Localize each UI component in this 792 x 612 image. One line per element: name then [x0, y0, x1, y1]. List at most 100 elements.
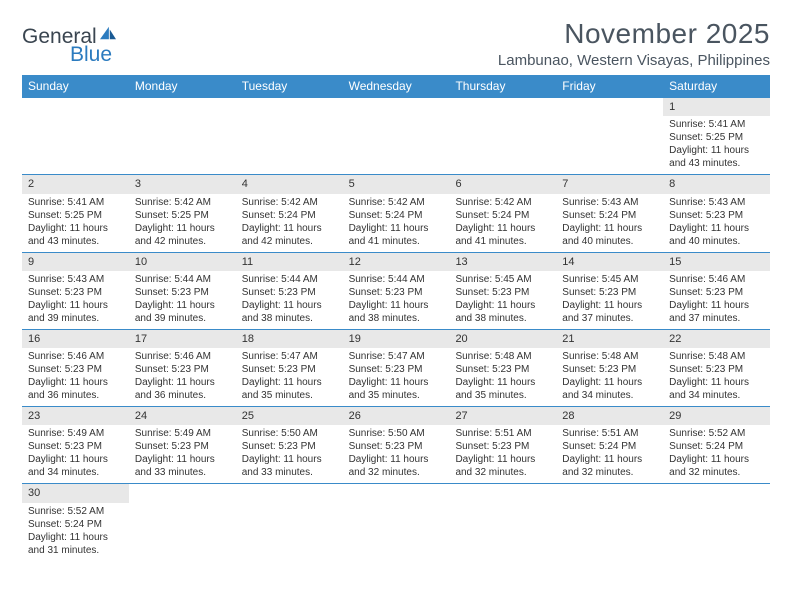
day-number: 21: [556, 330, 663, 348]
day-body: Sunrise: 5:42 AMSunset: 5:24 PMDaylight:…: [343, 194, 450, 252]
day-body: Sunrise: 5:50 AMSunset: 5:23 PMDaylight:…: [343, 425, 450, 483]
month-title: November 2025: [498, 18, 770, 50]
weekday-header: Monday: [129, 75, 236, 98]
day-cell: 26Sunrise: 5:50 AMSunset: 5:23 PMDayligh…: [343, 407, 450, 483]
day-body: Sunrise: 5:47 AMSunset: 5:23 PMDaylight:…: [236, 348, 343, 406]
sunset-line: Sunset: 5:24 PM: [455, 209, 550, 222]
daylight-line: Daylight: 11 hours and 36 minutes.: [135, 376, 230, 402]
day-number: 28: [556, 407, 663, 425]
week-row: 16Sunrise: 5:46 AMSunset: 5:23 PMDayligh…: [22, 330, 770, 407]
daylight-line: Daylight: 11 hours and 38 minutes.: [242, 299, 337, 325]
day-cell: 7Sunrise: 5:43 AMSunset: 5:24 PMDaylight…: [556, 175, 663, 251]
sunset-line: Sunset: 5:24 PM: [349, 209, 444, 222]
daylight-line: Daylight: 11 hours and 40 minutes.: [669, 222, 764, 248]
day-number: 29: [663, 407, 770, 425]
day-number: 20: [449, 330, 556, 348]
day-body: Sunrise: 5:43 AMSunset: 5:23 PMDaylight:…: [663, 194, 770, 252]
daylight-line: Daylight: 11 hours and 33 minutes.: [135, 453, 230, 479]
day-number: 19: [343, 330, 450, 348]
day-cell: 22Sunrise: 5:48 AMSunset: 5:23 PMDayligh…: [663, 330, 770, 406]
sunset-line: Sunset: 5:23 PM: [135, 440, 230, 453]
sunset-line: Sunset: 5:23 PM: [455, 286, 550, 299]
sunset-line: Sunset: 5:23 PM: [455, 440, 550, 453]
day-number: 30: [22, 484, 129, 502]
empty-cell: [449, 98, 556, 174]
day-number: 25: [236, 407, 343, 425]
day-cell: 29Sunrise: 5:52 AMSunset: 5:24 PMDayligh…: [663, 407, 770, 483]
sunrise-line: Sunrise: 5:42 AM: [242, 196, 337, 209]
day-cell: 30Sunrise: 5:52 AMSunset: 5:24 PMDayligh…: [22, 484, 129, 560]
day-cell: 3Sunrise: 5:42 AMSunset: 5:25 PMDaylight…: [129, 175, 236, 251]
sunset-line: Sunset: 5:24 PM: [669, 440, 764, 453]
day-number: 14: [556, 253, 663, 271]
day-body: Sunrise: 5:46 AMSunset: 5:23 PMDaylight:…: [22, 348, 129, 406]
sunset-line: Sunset: 5:23 PM: [455, 363, 550, 376]
day-number: 11: [236, 253, 343, 271]
day-number: 22: [663, 330, 770, 348]
day-body: Sunrise: 5:42 AMSunset: 5:24 PMDaylight:…: [236, 194, 343, 252]
day-cell: 10Sunrise: 5:44 AMSunset: 5:23 PMDayligh…: [129, 253, 236, 329]
day-cell: 12Sunrise: 5:44 AMSunset: 5:23 PMDayligh…: [343, 253, 450, 329]
sunrise-line: Sunrise: 5:45 AM: [455, 273, 550, 286]
empty-cell: [556, 484, 663, 560]
day-body: Sunrise: 5:42 AMSunset: 5:25 PMDaylight:…: [129, 194, 236, 252]
sunrise-line: Sunrise: 5:48 AM: [562, 350, 657, 363]
day-number: 10: [129, 253, 236, 271]
day-number: 3: [129, 175, 236, 193]
daylight-line: Daylight: 11 hours and 34 minutes.: [669, 376, 764, 402]
daylight-line: Daylight: 11 hours and 34 minutes.: [562, 376, 657, 402]
sunrise-line: Sunrise: 5:44 AM: [349, 273, 444, 286]
day-cell: 13Sunrise: 5:45 AMSunset: 5:23 PMDayligh…: [449, 253, 556, 329]
location-text: Lambunao, Western Visayas, Philippines: [498, 52, 770, 69]
day-number: 17: [129, 330, 236, 348]
day-body: Sunrise: 5:48 AMSunset: 5:23 PMDaylight:…: [556, 348, 663, 406]
daylight-line: Daylight: 11 hours and 32 minutes.: [349, 453, 444, 479]
day-body: Sunrise: 5:49 AMSunset: 5:23 PMDaylight:…: [22, 425, 129, 483]
brand-logo: GeneralBlue: [22, 18, 118, 67]
sunset-line: Sunset: 5:23 PM: [349, 440, 444, 453]
daylight-line: Daylight: 11 hours and 43 minutes.: [28, 222, 123, 248]
day-cell: 17Sunrise: 5:46 AMSunset: 5:23 PMDayligh…: [129, 330, 236, 406]
sunrise-line: Sunrise: 5:50 AM: [242, 427, 337, 440]
sunrise-line: Sunrise: 5:45 AM: [562, 273, 657, 286]
daylight-line: Daylight: 11 hours and 38 minutes.: [349, 299, 444, 325]
week-row: 9Sunrise: 5:43 AMSunset: 5:23 PMDaylight…: [22, 253, 770, 330]
empty-cell: [343, 484, 450, 560]
day-body: Sunrise: 5:44 AMSunset: 5:23 PMDaylight:…: [236, 271, 343, 329]
sunset-line: Sunset: 5:23 PM: [669, 286, 764, 299]
day-body: Sunrise: 5:52 AMSunset: 5:24 PMDaylight:…: [663, 425, 770, 483]
empty-cell: [129, 484, 236, 560]
sunrise-line: Sunrise: 5:47 AM: [242, 350, 337, 363]
day-number: 8: [663, 175, 770, 193]
day-number: 9: [22, 253, 129, 271]
calendar: SundayMondayTuesdayWednesdayThursdayFrid…: [22, 75, 770, 561]
weekday-header: Sunday: [22, 75, 129, 98]
day-cell: 5Sunrise: 5:42 AMSunset: 5:24 PMDaylight…: [343, 175, 450, 251]
sunset-line: Sunset: 5:23 PM: [242, 363, 337, 376]
weekday-header: Tuesday: [236, 75, 343, 98]
day-cell: 11Sunrise: 5:44 AMSunset: 5:23 PMDayligh…: [236, 253, 343, 329]
sunrise-line: Sunrise: 5:42 AM: [455, 196, 550, 209]
sunrise-line: Sunrise: 5:42 AM: [135, 196, 230, 209]
sunset-line: Sunset: 5:23 PM: [242, 440, 337, 453]
day-number: 16: [22, 330, 129, 348]
daylight-line: Daylight: 11 hours and 37 minutes.: [669, 299, 764, 325]
day-body: Sunrise: 5:41 AMSunset: 5:25 PMDaylight:…: [22, 194, 129, 252]
daylight-line: Daylight: 11 hours and 38 minutes.: [455, 299, 550, 325]
sunrise-line: Sunrise: 5:46 AM: [669, 273, 764, 286]
day-cell: 8Sunrise: 5:43 AMSunset: 5:23 PMDaylight…: [663, 175, 770, 251]
daylight-line: Daylight: 11 hours and 31 minutes.: [28, 531, 123, 557]
day-cell: 27Sunrise: 5:51 AMSunset: 5:23 PMDayligh…: [449, 407, 556, 483]
day-cell: 25Sunrise: 5:50 AMSunset: 5:23 PMDayligh…: [236, 407, 343, 483]
day-body: Sunrise: 5:45 AMSunset: 5:23 PMDaylight:…: [449, 271, 556, 329]
sunrise-line: Sunrise: 5:43 AM: [562, 196, 657, 209]
day-body: Sunrise: 5:51 AMSunset: 5:24 PMDaylight:…: [556, 425, 663, 483]
sunrise-line: Sunrise: 5:49 AM: [135, 427, 230, 440]
brand-text-2: Blue: [70, 43, 118, 67]
day-number: 15: [663, 253, 770, 271]
day-cell: 23Sunrise: 5:49 AMSunset: 5:23 PMDayligh…: [22, 407, 129, 483]
sunset-line: Sunset: 5:23 PM: [28, 440, 123, 453]
day-cell: 2Sunrise: 5:41 AMSunset: 5:25 PMDaylight…: [22, 175, 129, 251]
day-number: 26: [343, 407, 450, 425]
day-body: Sunrise: 5:43 AMSunset: 5:24 PMDaylight:…: [556, 194, 663, 252]
